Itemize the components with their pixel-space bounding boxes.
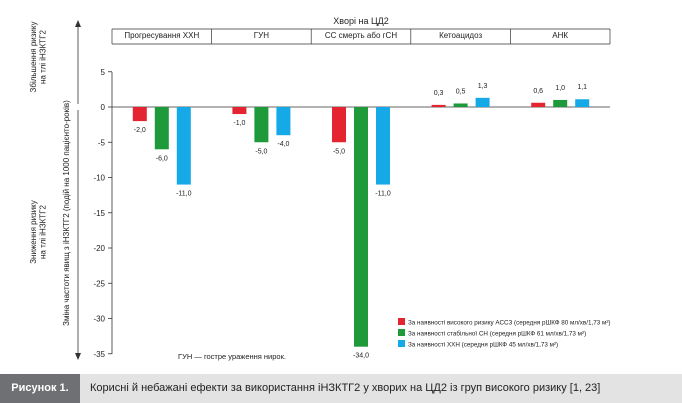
bar [154, 107, 169, 150]
chart-panel: Хворі на ЦД2 Прогресування ХХН ГУН СС смерт… [29, 16, 611, 361]
decrease-risk-label: Зниження ризикуна тлі іНЗКТГ2 [29, 200, 48, 264]
arrow-down-head [75, 353, 81, 360]
abbreviation-note: ГУН — гостре ураження нирок. [178, 352, 286, 361]
bar-value-label: 0,6 [533, 88, 543, 95]
bars [132, 97, 590, 347]
bar-value-label: -1,0 [233, 120, 245, 127]
y-tick-label: -10 [93, 174, 105, 183]
increase-risk-label-line: на тлі іНЗКТГ2 [39, 29, 48, 84]
legend-swatch [398, 329, 405, 336]
bar [276, 107, 291, 136]
chart-header: Хворі на ЦД2 Прогресування ХХН ГУН СС смерт… [111, 16, 611, 45]
bar-value-label: -2,0 [134, 127, 146, 134]
y-tick-label: -25 [93, 279, 105, 288]
y-axis-title-line: Зміна частоти явищ з іНЗКТГ2 (подій на 1… [62, 100, 71, 326]
arrow-up-head [75, 20, 81, 27]
bar [254, 107, 269, 143]
bar-value-label: -34,0 [353, 353, 369, 360]
bar [453, 103, 468, 107]
decrease-risk-label-line: на тлі іНЗКТГ2 [39, 204, 48, 259]
bar [575, 99, 590, 107]
y-tick-label: 0 [101, 103, 106, 112]
decrease-risk-label-line: Зниження ризику [29, 200, 38, 264]
bar-value-label: -5,0 [333, 148, 345, 155]
bar [132, 107, 147, 122]
legend-swatch [398, 340, 405, 347]
chart-title: Хворі на ЦД2 [333, 16, 388, 26]
bar-value-label: 1,3 [478, 83, 488, 90]
increase-risk-label: Збільшення ризикуна тлі іНЗКТГ2 [29, 22, 48, 93]
y-tick-label: -5 [98, 138, 106, 147]
y-tick-label: -20 [93, 244, 105, 253]
bar [232, 107, 247, 115]
increase-risk-label-line: Збільшення ризику [29, 22, 38, 93]
caption-text: Корисні й небажані ефекти за використанн… [90, 382, 601, 394]
y-axis-title: Зміна частоти явищ з іНЗКТГ2 (подій на 1… [62, 100, 71, 326]
bar-value-labels: -2,0 -6,0 -11,0 -1,0 -5,0 -4,0 -5,0 -34,0 -11,0 0… [134, 83, 587, 360]
bar [431, 104, 446, 107]
bar-value-label: 0,5 [456, 88, 466, 95]
legend: За наявності високого ризику АССЗ (серед… [398, 318, 611, 349]
figure-number: Рисунок 1. [0, 374, 80, 403]
y-tick-label: -15 [93, 209, 105, 218]
group-label: Прогресування ХХН [124, 31, 199, 40]
bar [531, 102, 546, 107]
bar-value-label: -4,0 [277, 141, 289, 148]
legend-label: За наявності ХХН (середня рШКФ 45 мл/хв/… [408, 341, 558, 349]
bar-value-label: -5,0 [255, 148, 267, 155]
bar-value-label: 1,0 [555, 85, 565, 92]
side-labels: Збільшення ризикуна тлі іНЗКТГ2Зниження … [29, 20, 81, 360]
bar-value-label: -6,0 [156, 155, 168, 162]
bar [553, 99, 568, 107]
bar [354, 107, 368, 347]
group-label: Кетоацидоз [439, 31, 482, 40]
y-tick-label: -30 [93, 315, 105, 324]
group-label: СС смерть або гСН [325, 31, 397, 40]
group-label: ГУН [254, 31, 269, 40]
bar-value-label: 0,3 [434, 90, 444, 97]
bar [376, 107, 390, 185]
bar-value-label: 1,1 [577, 84, 587, 91]
y-axis: 5 0 -5 -10 -15 -20 -25 -30 -35 [93, 68, 610, 359]
legend-label: За наявності стабільної СН (середня рШКФ… [408, 330, 586, 338]
legend-swatch [398, 318, 405, 325]
bar [332, 107, 346, 143]
y-tick-label: -35 [93, 350, 105, 359]
bar [176, 107, 191, 185]
y-tick-label: 5 [101, 68, 106, 77]
bar-value-label: -11,0 [176, 191, 192, 198]
figure-caption: Рисунок 1. Корисні й небажані ефекти за … [0, 374, 682, 403]
bar [475, 97, 490, 107]
group-label: АНК [552, 31, 568, 40]
bar-chart: Хворі на ЦД2 Прогресування ХХН ГУН СС смерт… [29, 16, 611, 361]
legend-label: За наявності високого ризику АССЗ (серед… [408, 319, 611, 327]
bar-value-label: -11,0 [375, 191, 391, 198]
